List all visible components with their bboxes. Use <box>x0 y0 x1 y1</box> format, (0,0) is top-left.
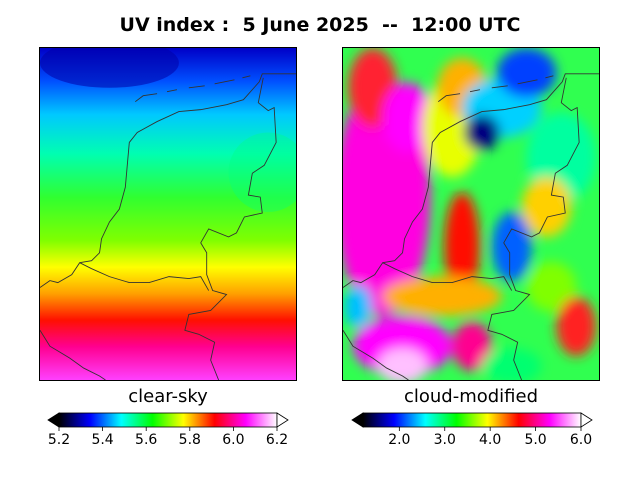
clear-sky-map <box>39 47 297 381</box>
cloud-field-patches <box>343 48 597 380</box>
cloud-modified-colorbar-tick-label: 3.0 <box>433 432 456 448</box>
clear-sky-colorbar-tick-label: 5.2 <box>47 432 71 448</box>
cloud-modified-colorbar-tick-label: 2.0 <box>388 432 411 448</box>
clear-sky-low-area <box>40 48 179 88</box>
clear-sky-colorbar-tick-label: 5.6 <box>135 432 158 448</box>
cloud-modified-colorbar-body <box>362 412 582 428</box>
cloud-modified-colorbar-svg <box>351 412 593 431</box>
cloud-modified-colorbar-extend-low <box>351 412 364 428</box>
clear-sky-colorbar-tick-label: 5.8 <box>178 432 201 448</box>
cloud-modified-colorbar-tick-label: 6.0 <box>569 432 593 448</box>
cloud-modified-colorbar <box>351 412 593 431</box>
cloud-modified-map-svg <box>343 48 599 380</box>
clear-sky-field <box>40 48 296 380</box>
clear-sky-colorbar-extend-high <box>276 412 289 428</box>
clear-sky-caption: clear-sky <box>128 386 208 407</box>
clear-sky-colorbar-svg <box>47 412 289 431</box>
cloud-modified-borders <box>343 73 599 380</box>
clear-sky-colorbar-tick-label: 5.4 <box>91 432 114 448</box>
cloud-modified-map <box>342 47 600 381</box>
clear-sky-colorbar <box>47 412 289 431</box>
cloud-modified-colorbar-extend-high <box>580 412 593 428</box>
clear-sky-east-band <box>228 132 296 213</box>
clear-sky-colorbar-tick-label: 6.2 <box>265 432 289 448</box>
cloud-modified-colorbar-tick-label: 5.0 <box>524 432 547 448</box>
clear-sky-map-svg <box>40 48 296 380</box>
clear-sky-colorbar-tick-label: 6.0 <box>222 432 245 448</box>
clear-sky-colorbar-body <box>58 412 278 428</box>
cloud-modified-colorbar-tick-label: 4.0 <box>479 432 502 448</box>
clear-sky-colorbar-extend-low <box>47 412 60 428</box>
clear-sky-borders <box>40 73 296 380</box>
figure-title: UV index : 5 June 2025 -- 12:00 UTC <box>119 14 521 36</box>
cloud-modified-caption: cloud-modified <box>403 386 539 407</box>
